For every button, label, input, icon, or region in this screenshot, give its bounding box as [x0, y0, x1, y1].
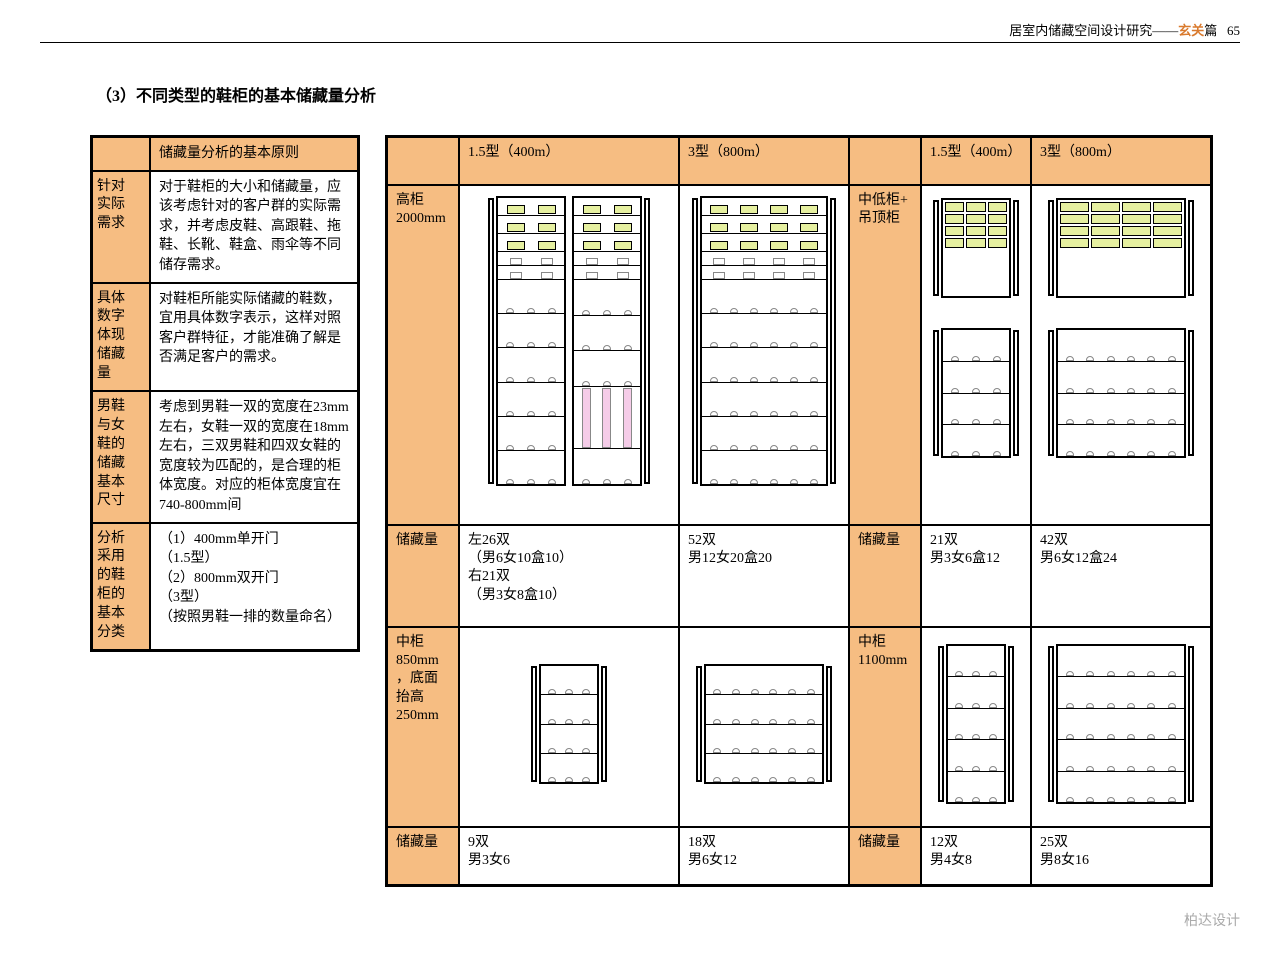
diagram-cell: [680, 628, 850, 826]
text-row: 储藏量 左26双 （男6女10盒10） 右21双 （男3女8盒10） 52双 男…: [388, 526, 1210, 628]
cell-blank: [850, 138, 922, 184]
cabinet-diagram: [1056, 328, 1186, 458]
col-header: 1.5型（400m）: [460, 138, 680, 184]
table-row: 针对 实际 需求 对于鞋柜的大小和储藏量，应该考虑针对的客户群的实际需求，并考虑…: [93, 172, 357, 284]
diagram-cell: [922, 186, 1032, 524]
cabinet-diagram: [539, 664, 599, 784]
table-row: 男鞋 与女 鞋的 储藏 基本 尺寸 考虑到男鞋一双的宽度在23mm左右，女鞋一双…: [93, 392, 357, 524]
cabinet-diagram: [941, 328, 1011, 458]
row-head: 中低柜+ 吊顶柜: [850, 186, 922, 524]
col-header: 1.5型（400m）: [922, 138, 1032, 184]
row-head: 中柜 1100mm: [850, 628, 922, 826]
cabinet-diagram: [496, 196, 566, 486]
principles-table: 储藏量分析的基本原则 针对 实际 需求 对于鞋柜的大小和储藏量，应该考虑针对的客…: [90, 135, 360, 652]
cell-blank: [93, 138, 149, 170]
row-body: 考虑到男鞋一双的宽度在23mm左右，女鞋一双的宽度在18mm左右，三双男鞋和四双…: [149, 392, 357, 522]
cabinet-diagram: [941, 198, 1011, 298]
cell-text: 52双 男12女20盒20: [680, 526, 850, 626]
page-title: （3）不同类型的鞋柜的基本储藏量分析: [96, 82, 376, 106]
watermark: 柏达设计: [1184, 910, 1240, 930]
row-head: 储藏量: [850, 828, 922, 884]
principles-header: 储藏量分析的基本原则: [149, 138, 357, 170]
row-head: 针对 实际 需求: [93, 172, 149, 282]
cell-text: 12双 男4女8: [922, 828, 1032, 884]
text-row: 储藏量 9双 男3女6 18双 男6女12 储藏量 12双 男4女8 25双 男…: [388, 828, 1210, 884]
row-head: 储藏量: [388, 828, 460, 884]
row-head: 具体 数字 体现 储藏 量: [93, 284, 149, 390]
cell-text: 25双 男8女16: [1032, 828, 1210, 884]
header-row: 1.5型（400m） 3型（800m） 1.5型（400m） 3型（800m）: [388, 138, 1210, 186]
cabinet-diagram: [572, 196, 642, 486]
cabinet-diagram: [1056, 644, 1186, 804]
diagram-cell: [460, 628, 680, 826]
cell-text: 左26双 （男6女10盒10） 右21双 （男3女8盒10）: [460, 526, 680, 626]
row-body: 对于鞋柜的大小和储藏量，应该考虑针对的客户群的实际需求，并考虑皮鞋、高跟鞋、拖鞋…: [149, 172, 357, 282]
row-head: 高柜 2000mm: [388, 186, 460, 524]
diagram-cell: [1032, 186, 1210, 524]
page-header: 居室内储藏空间设计研究——玄关篇 65: [1009, 20, 1240, 39]
cell-text: 9双 男3女6: [460, 828, 680, 884]
row-head: 分析 采用 的鞋 柜的 基本 分类: [93, 524, 149, 649]
row-head: 储藏量: [388, 526, 460, 626]
header-highlight: 玄关: [1178, 23, 1204, 38]
table-row: 具体 数字 体现 储藏 量 对鞋柜所能实际储藏的鞋数，宜用具体数字表示，这样对照…: [93, 284, 357, 392]
cell-text: 42双 男6女12盒24: [1032, 526, 1210, 626]
cell-text: 18双 男6女12: [680, 828, 850, 884]
page-number: 65: [1227, 23, 1240, 38]
col-header: 3型（800m）: [680, 138, 850, 184]
cabinet-table: 1.5型（400m） 3型（800m） 1.5型（400m） 3型（800m） …: [385, 135, 1213, 887]
cell-blank: [388, 138, 460, 184]
cell-text: 21双 男3女6盒12: [922, 526, 1032, 626]
col-header: 3型（800m）: [1032, 138, 1210, 184]
diagram-row: 中柜 850mm ，底面 抬高 250mm: [388, 628, 1210, 828]
row-head: 男鞋 与女 鞋的 储藏 基本 尺寸: [93, 392, 149, 522]
header-text-1: 居室内储藏空间设计研究——: [1009, 23, 1178, 38]
diagram-cell: [922, 628, 1032, 826]
cabinet-diagram: [946, 644, 1006, 804]
diagram-cell: [680, 186, 850, 524]
table-row: 分析 采用 的鞋 柜的 基本 分类 （1）400mm单开门 （1.5型） （2）…: [93, 524, 357, 649]
row-head: 储藏量: [850, 526, 922, 626]
row-body: （1）400mm单开门 （1.5型） （2）800mm双开门 （3型） （按照男…: [149, 524, 357, 649]
row-body: 对鞋柜所能实际储藏的鞋数，宜用具体数字表示，这样对照客户群特征，才能准确了解是否…: [149, 284, 357, 390]
header-rule: [40, 42, 1240, 43]
diagram-cell: [460, 186, 680, 524]
header-text-3: 篇: [1204, 23, 1217, 38]
diagram-row: 高柜 2000mm: [388, 186, 1210, 526]
table-row: 储藏量分析的基本原则: [93, 138, 357, 172]
cabinet-diagram: [1056, 198, 1186, 298]
cabinet-diagram: [700, 196, 828, 486]
diagram-cell: [1032, 628, 1210, 826]
row-head: 中柜 850mm ，底面 抬高 250mm: [388, 628, 460, 826]
cabinet-diagram: [704, 664, 824, 784]
